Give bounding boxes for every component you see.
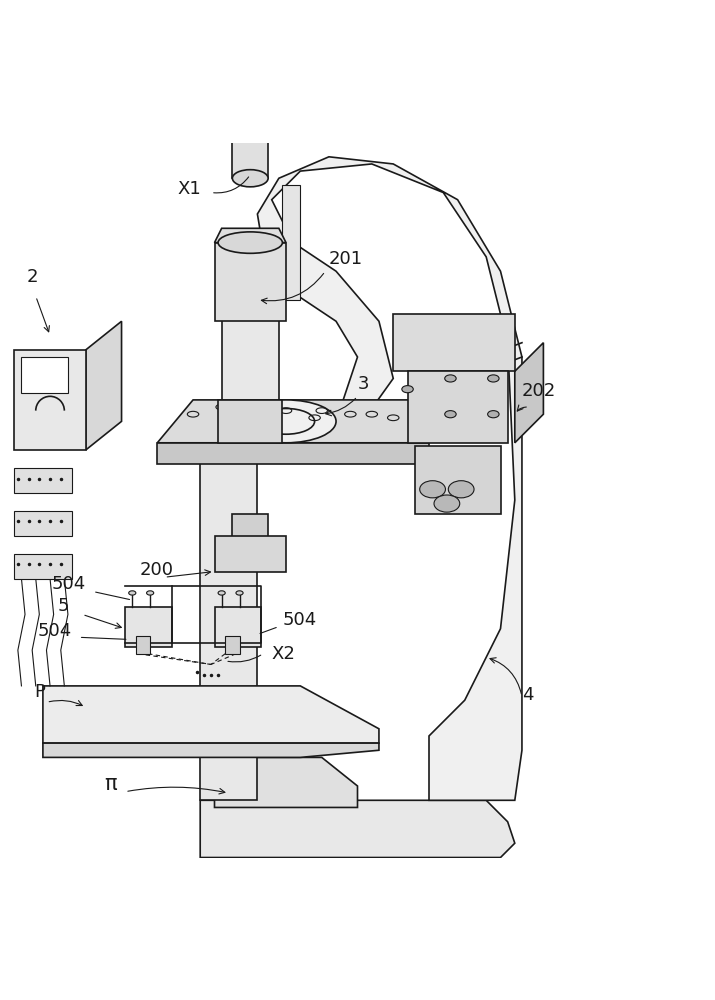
- Ellipse shape: [236, 591, 243, 595]
- Bar: [125, 607, 172, 647]
- Ellipse shape: [445, 411, 456, 418]
- Ellipse shape: [147, 591, 154, 595]
- Text: 4: 4: [522, 686, 533, 704]
- Bar: [214, 243, 286, 321]
- Bar: [408, 371, 508, 443]
- Polygon shape: [43, 686, 379, 743]
- Text: 2: 2: [26, 268, 38, 286]
- Text: 504: 504: [282, 611, 317, 629]
- Text: 504: 504: [37, 622, 72, 640]
- Text: 3: 3: [358, 375, 369, 393]
- Polygon shape: [214, 757, 358, 807]
- Bar: [214, 536, 286, 572]
- Ellipse shape: [434, 495, 460, 512]
- Text: X1: X1: [177, 180, 202, 198]
- Bar: [393, 314, 515, 371]
- Bar: [14, 350, 86, 450]
- Ellipse shape: [420, 481, 445, 498]
- Ellipse shape: [218, 232, 282, 253]
- Ellipse shape: [488, 375, 499, 382]
- Polygon shape: [200, 800, 515, 858]
- Text: 504: 504: [51, 575, 86, 593]
- Polygon shape: [86, 321, 122, 450]
- Ellipse shape: [129, 591, 136, 595]
- Polygon shape: [43, 743, 379, 757]
- Ellipse shape: [218, 591, 225, 595]
- Bar: [14, 511, 72, 536]
- Bar: [136, 636, 150, 654]
- Bar: [14, 468, 72, 493]
- Ellipse shape: [232, 170, 268, 187]
- Ellipse shape: [445, 375, 456, 382]
- Ellipse shape: [236, 400, 336, 443]
- Polygon shape: [515, 343, 543, 443]
- Bar: [218, 400, 282, 443]
- Bar: [14, 554, 72, 579]
- Ellipse shape: [448, 481, 474, 498]
- Bar: [222, 243, 279, 400]
- Polygon shape: [157, 400, 479, 443]
- Bar: [21, 357, 68, 393]
- Text: 201: 201: [329, 250, 363, 268]
- Polygon shape: [250, 157, 522, 800]
- Text: 5: 5: [57, 597, 69, 615]
- Text: P: P: [34, 683, 45, 701]
- Polygon shape: [157, 443, 429, 464]
- Bar: [282, 185, 300, 300]
- Bar: [415, 446, 500, 514]
- Ellipse shape: [402, 386, 413, 393]
- Text: 202: 202: [522, 382, 556, 400]
- Text: X2: X2: [272, 645, 295, 663]
- Text: π: π: [104, 774, 117, 794]
- Polygon shape: [214, 228, 286, 243]
- Ellipse shape: [488, 411, 499, 418]
- Polygon shape: [200, 457, 257, 800]
- Bar: [225, 636, 240, 654]
- Bar: [214, 607, 261, 647]
- Text: 200: 200: [139, 561, 174, 579]
- Bar: [232, 514, 268, 543]
- Bar: [232, 135, 268, 178]
